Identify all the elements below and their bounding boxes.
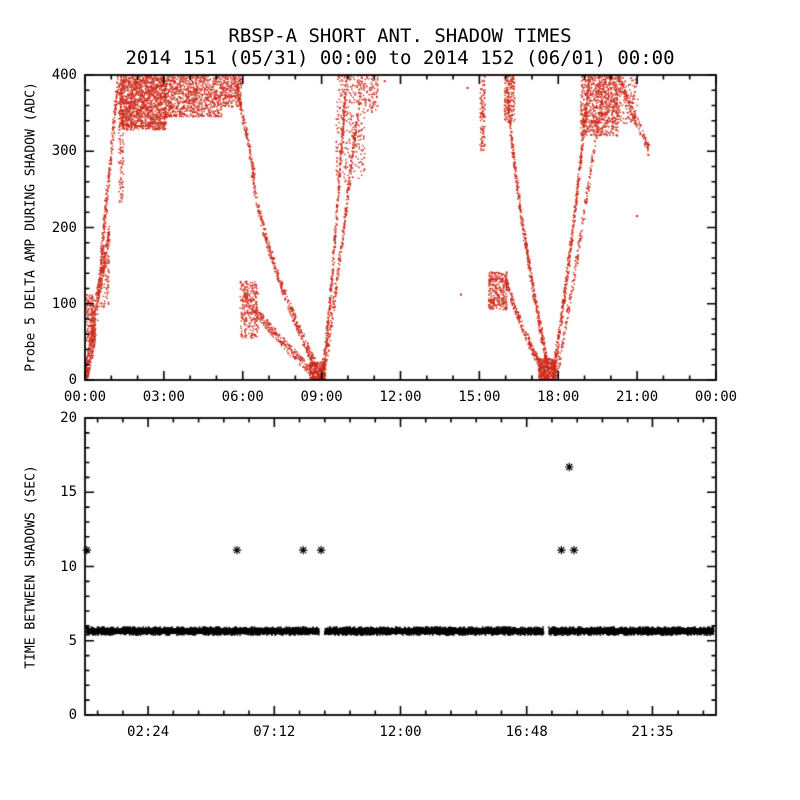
tick-label: 400 <box>51 67 77 83</box>
tick-label: 10 <box>60 558 77 575</box>
tick-label: 15 <box>60 484 77 501</box>
tick-label: 00:00 <box>694 389 738 405</box>
bottom-y-axis-label: TIME BETWEEN SHADOWS (SEC) <box>23 465 39 669</box>
tick-label: 21:00 <box>616 389 659 405</box>
tick-label: 09:00 <box>300 389 343 405</box>
tick-label: 12:00 <box>379 724 422 740</box>
tick-label: 06:00 <box>221 389 264 405</box>
tick-label: 5 <box>68 632 77 649</box>
top-y-axis-label: Probe 5 DELTA AMP DURING SHADOW (ADC) <box>23 82 39 372</box>
tick-label: 03:00 <box>142 389 185 405</box>
chart-subtitle: 2014 151 (05/31) 00:00 to 2014 152 (06/0… <box>125 47 675 69</box>
tick-label: 200 <box>51 219 77 236</box>
tick-label: 18:00 <box>537 389 580 405</box>
tick-label: 07:12 <box>253 724 296 740</box>
tick-label: 16:48 <box>505 724 548 740</box>
tick-label: 02:24 <box>127 724 170 740</box>
chart-title: RBSP-A SHORT ANT. SHADOW TIMES <box>228 25 572 47</box>
tick-label: 15:00 <box>458 389 501 405</box>
tick-label: 21:35 <box>631 724 674 740</box>
tick-label: 00:00 <box>63 389 107 405</box>
tick-label: 20 <box>60 410 77 426</box>
tick-label: 300 <box>51 143 77 160</box>
tick-label: 0 <box>68 372 77 388</box>
tick-label: 100 <box>51 295 77 312</box>
tick-label: 12:00 <box>379 389 422 405</box>
tick-label: 0 <box>68 707 77 723</box>
